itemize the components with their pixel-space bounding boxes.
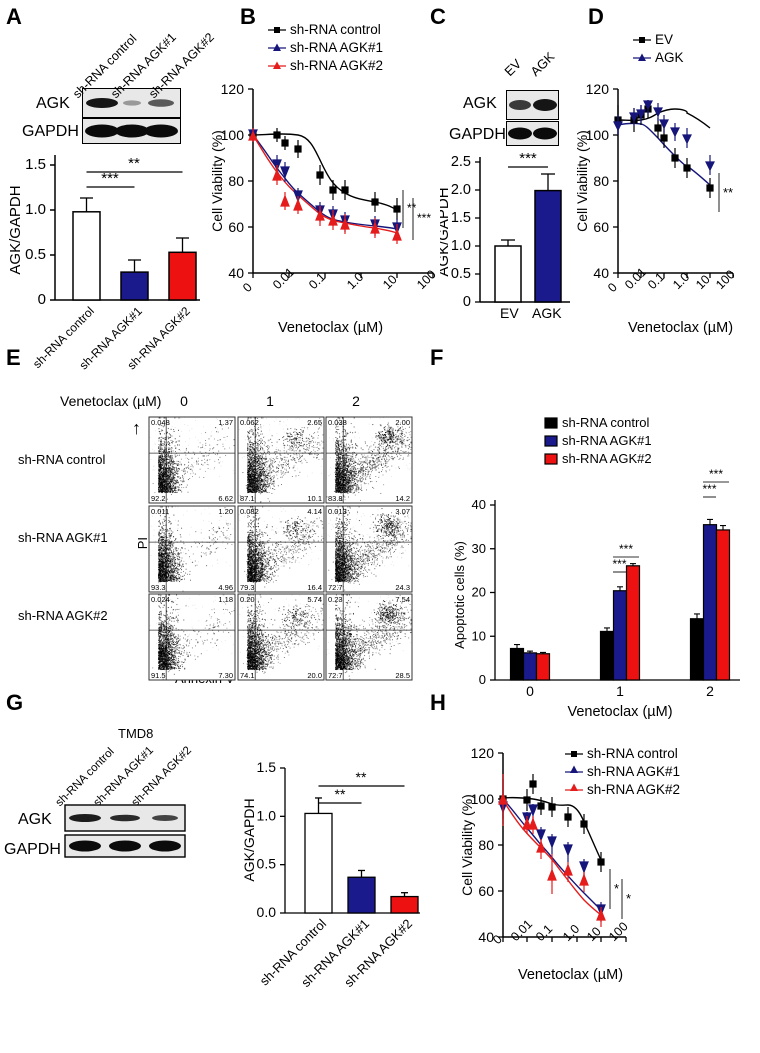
svg-text:80: 80 <box>228 173 244 189</box>
svg-text:0: 0 <box>463 294 471 310</box>
svg-text:40: 40 <box>593 265 609 281</box>
svg-text:80: 80 <box>593 173 609 189</box>
svg-text:sh-RNA AGK#1: sh-RNA AGK#1 <box>587 764 680 779</box>
svg-text:0.5: 0.5 <box>25 246 46 263</box>
svg-text:0.062: 0.062 <box>240 418 259 427</box>
svg-text:AGK: AGK <box>655 50 684 65</box>
svg-text:100: 100 <box>221 127 245 143</box>
svg-text:0.5: 0.5 <box>451 266 471 282</box>
svg-text:120: 120 <box>586 81 610 97</box>
svg-text:40: 40 <box>228 265 244 281</box>
svg-text:87.1: 87.1 <box>240 494 255 503</box>
svg-text:*: * <box>614 881 619 896</box>
svg-text:6.62: 6.62 <box>218 494 233 503</box>
svg-text:0: 0 <box>38 291 46 308</box>
svg-text:*: * <box>626 891 631 906</box>
svg-text:EV: EV <box>655 32 673 47</box>
svg-text:sh-RNA control: sh-RNA control <box>290 22 381 37</box>
svg-text:100: 100 <box>586 127 610 143</box>
svg-text:0.048: 0.048 <box>151 418 170 427</box>
svg-text:***: *** <box>519 152 537 167</box>
svg-text:sh-RNA AGK#2: sh-RNA AGK#2 <box>290 58 383 73</box>
svg-text:**: ** <box>723 185 733 200</box>
svg-text:60: 60 <box>478 883 494 899</box>
svg-text:1.37: 1.37 <box>218 418 233 427</box>
svg-text:sh-RNA AGK#1: sh-RNA AGK#1 <box>290 40 383 55</box>
svg-text:120: 120 <box>471 745 495 761</box>
svg-text:1.5: 1.5 <box>451 210 471 226</box>
svg-text:60: 60 <box>228 219 244 235</box>
svg-text:92.2: 92.2 <box>151 494 166 503</box>
svg-text:AGK/GAPDH: AGK/GAPDH <box>440 187 452 276</box>
svg-text:2.0: 2.0 <box>451 182 471 198</box>
svg-text:80: 80 <box>478 837 494 853</box>
svg-text:10.1: 10.1 <box>307 494 322 503</box>
svg-text:1.0: 1.0 <box>451 238 471 254</box>
svg-text:**: ** <box>407 201 417 215</box>
svg-text:**: ** <box>128 155 140 172</box>
svg-text:100: 100 <box>471 791 495 807</box>
svg-text:2.5: 2.5 <box>451 154 471 170</box>
svg-text:2.65: 2.65 <box>307 418 322 427</box>
svg-text:sh-RNA control: sh-RNA control <box>587 746 678 761</box>
svg-text:120: 120 <box>221 81 245 97</box>
svg-text:1.5: 1.5 <box>25 156 46 173</box>
svg-text:60: 60 <box>593 219 609 235</box>
svg-text:***: *** <box>417 211 431 225</box>
svg-text:AGK/GAPDH: AGK/GAPDH <box>7 185 24 274</box>
svg-text:1.0: 1.0 <box>25 201 46 218</box>
svg-text:sh-RNA AGK#2: sh-RNA AGK#2 <box>587 782 680 797</box>
